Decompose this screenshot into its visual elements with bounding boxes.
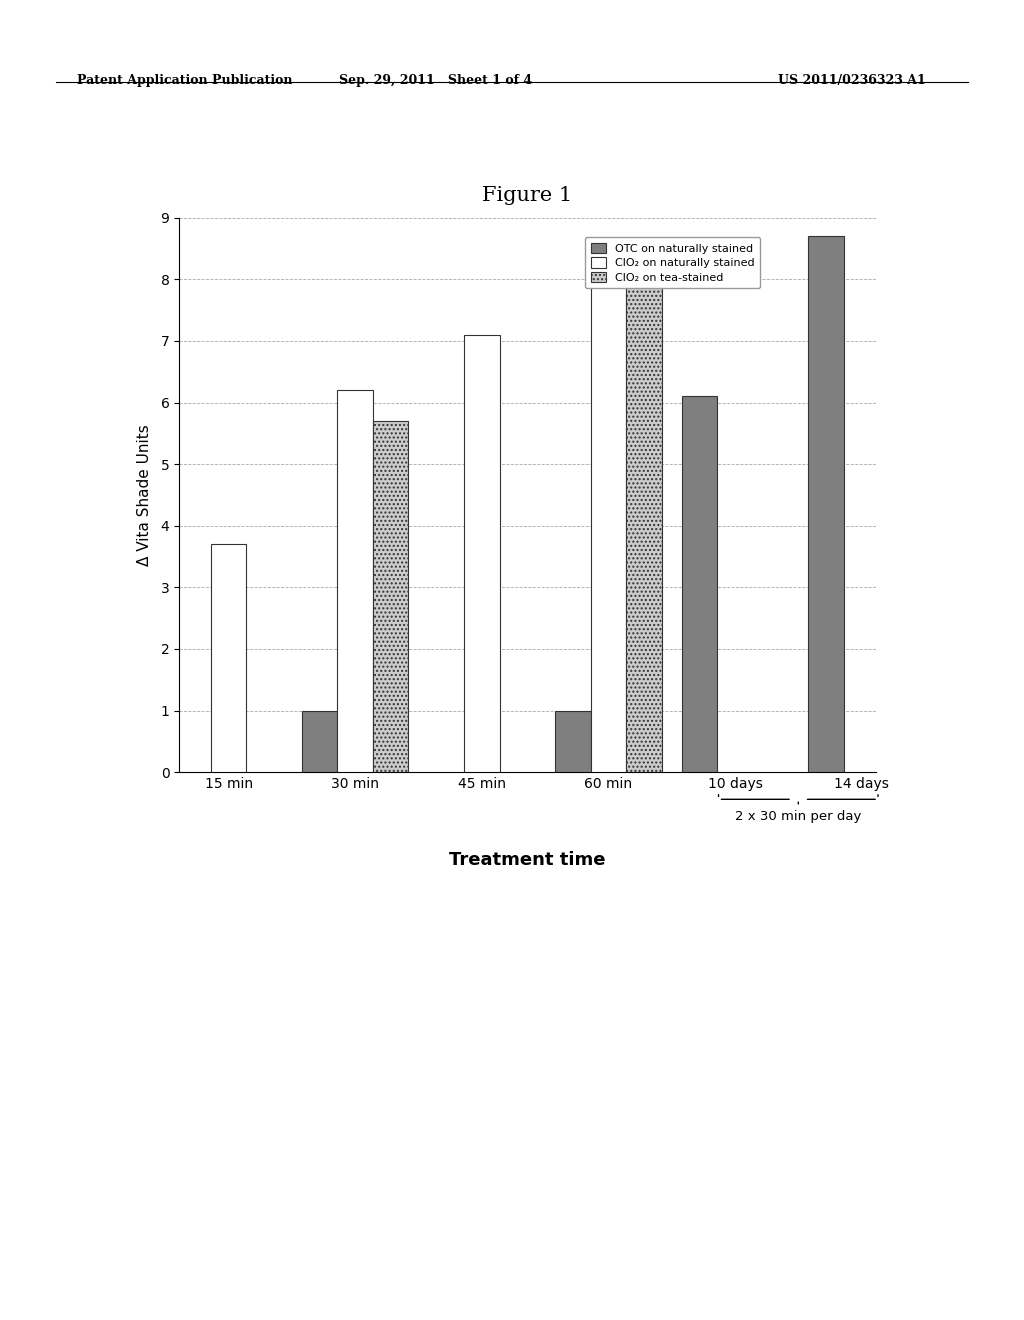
Bar	[591, 285, 626, 772]
Bar	[555, 710, 591, 772]
Bar	[464, 335, 500, 772]
Bar	[682, 396, 717, 772]
Bar	[808, 236, 844, 772]
Text: 2 x 30 min per day: 2 x 30 min per day	[735, 810, 861, 824]
Text: US 2011/0236323 A1: US 2011/0236323 A1	[778, 74, 926, 87]
Bar	[211, 544, 247, 772]
Legend: OTC on naturally stained, ClO₂ on naturally stained, ClO₂ on tea-stained: OTC on naturally stained, ClO₂ on natura…	[585, 238, 761, 288]
Bar	[302, 710, 338, 772]
Text: Treatment time: Treatment time	[450, 851, 605, 870]
Bar	[373, 421, 409, 772]
Text: Sep. 29, 2011   Sheet 1 of 4: Sep. 29, 2011 Sheet 1 of 4	[339, 74, 531, 87]
Title: Figure 1: Figure 1	[482, 186, 572, 205]
Bar	[338, 391, 373, 772]
Y-axis label: Δ Vita Shade Units: Δ Vita Shade Units	[137, 424, 153, 566]
Text: Patent Application Publication: Patent Application Publication	[77, 74, 292, 87]
Bar	[626, 280, 662, 772]
